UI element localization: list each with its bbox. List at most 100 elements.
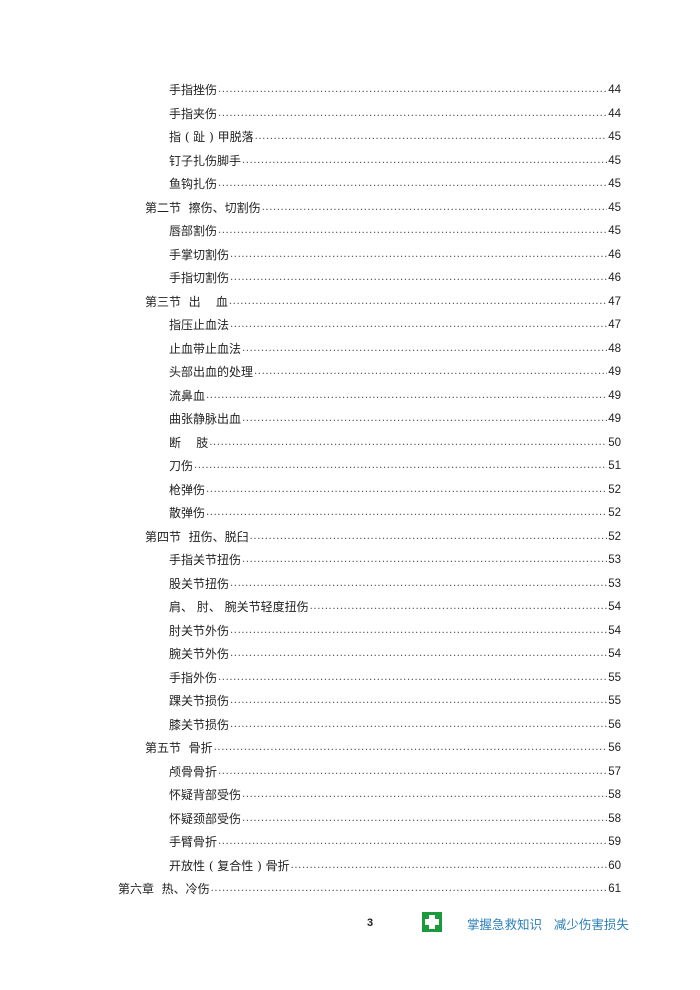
toc-entry-title: 开放性 ( 复合性 ) 骨折 — [169, 858, 290, 873]
toc-entry[interactable]: 肩、 肘、 腕关节轻度扭伤 54 — [169, 595, 621, 615]
toc-entry[interactable]: 股关节扭伤 53 — [169, 572, 621, 592]
toc-entry-page: 52 — [608, 507, 621, 519]
dot-leader — [218, 670, 607, 686]
toc-entry[interactable]: 止血带止血法 48 — [169, 337, 621, 357]
toc-entry[interactable]: 踝关节损伤 55 — [169, 689, 621, 709]
toc-entry-page: 47 — [608, 319, 621, 331]
toc-entry[interactable]: 开放性 ( 复合性 ) 骨折 60 — [169, 854, 621, 874]
dot-leader — [230, 317, 607, 333]
toc-entry-title: 流鼻血 — [169, 388, 206, 403]
toc-entry[interactable]: 怀疑颈部受伤 58 — [169, 807, 621, 827]
toc-entry-title: 第四节 扭伤、脱臼 — [145, 529, 249, 544]
first-aid-cross-icon — [422, 912, 442, 932]
toc-entry-page: 45 — [608, 225, 621, 237]
toc-entry[interactable]: 流鼻血 49 — [169, 384, 621, 404]
toc-entry-title: 第五节 骨折 — [145, 741, 213, 755]
toc-entry[interactable]: 手指挫伤 44 — [169, 78, 621, 98]
dot-leader — [255, 129, 608, 145]
toc-entry[interactable]: 枪弹伤 52 — [169, 478, 621, 498]
toc-entry[interactable]: 指 ( 趾 ) 甲脱落 45 — [169, 125, 621, 145]
dot-leader — [209, 435, 607, 451]
dot-leader — [242, 811, 607, 827]
toc-entry[interactable]: 手指切割伤 46 — [169, 266, 621, 286]
toc-entry-title: 手指外伤 — [169, 670, 218, 685]
toc-entry[interactable]: 手指关节扭伤 53 — [169, 548, 621, 568]
dot-leader — [230, 576, 607, 592]
toc-entry[interactable]: 手掌切割伤 46 — [169, 243, 621, 263]
toc-entry-title: 鱼钩扎伤 — [169, 177, 218, 191]
toc-entry[interactable]: 钉子扎伤脚手 45 — [169, 149, 621, 169]
toc-entry-title: 散弹伤 — [169, 506, 206, 520]
dot-leader — [230, 247, 607, 263]
toc-entry[interactable]: 手指外伤 55 — [169, 666, 621, 686]
toc-entry[interactable]: 第二节 擦伤、切割伤 45 — [145, 196, 621, 216]
toc-entry-page: 55 — [608, 671, 621, 684]
toc-entry-page: 52 — [608, 483, 621, 496]
toc-entry-page: 56 — [608, 718, 621, 731]
dot-leader — [218, 82, 607, 98]
dot-leader — [262, 200, 608, 216]
toc-entry[interactable]: 腕关节外伤 54 — [169, 642, 621, 662]
page-number: 3 — [367, 917, 374, 929]
toc-entry-page: 54 — [608, 648, 621, 660]
dot-leader — [310, 599, 608, 615]
toc-entry-page: 45 — [608, 201, 621, 214]
toc-entry[interactable]: 鱼钩扎伤 45 — [169, 172, 621, 192]
dot-leader — [242, 153, 607, 169]
toc-entry[interactable]: 第四节 扭伤、脱臼 52 — [145, 525, 621, 545]
toc-entry[interactable]: 第三节 出 血 47 — [145, 290, 621, 310]
dot-leader — [291, 858, 608, 874]
dot-leader — [218, 764, 607, 780]
toc-entry[interactable]: 第五节 骨折 56 — [145, 736, 621, 756]
toc-entry[interactable]: 头部出血的处理 49 — [169, 360, 621, 380]
toc-entry[interactable]: 刀伤 51 — [169, 454, 621, 474]
dot-leader — [250, 529, 608, 545]
toc-entry-page: 45 — [608, 154, 621, 167]
toc-entry[interactable]: 断 肢 50 — [169, 431, 621, 451]
toc-entry-title: 膝关节损伤 — [169, 717, 230, 732]
toc-entry-page: 49 — [608, 389, 621, 402]
toc-entry-title: 腕关节外伤 — [169, 647, 230, 661]
toc-entry-title: 刀伤 — [169, 459, 194, 473]
dot-leader — [206, 482, 607, 498]
dot-leader — [230, 646, 607, 662]
dot-leader — [229, 294, 607, 310]
dot-leader — [242, 552, 607, 568]
toc-entry[interactable]: 曲张静脉出血 49 — [169, 407, 621, 427]
toc-entry[interactable]: 怀疑背部受伤 58 — [169, 783, 621, 803]
toc-entry-page: 54 — [608, 624, 621, 637]
toc-entry-page: 49 — [608, 413, 621, 425]
toc-entry[interactable]: 手指夹伤 44 — [169, 102, 621, 122]
toc-entry[interactable]: 手臂骨折 59 — [169, 830, 621, 850]
dot-leader — [206, 388, 607, 404]
toc-entry-title: 指 ( 趾 ) 甲脱落 — [169, 130, 254, 144]
toc-entry-title: 断 肢 — [169, 435, 209, 450]
toc-entry-title: 枪弹伤 — [169, 482, 206, 497]
toc-entry-page: 44 — [608, 107, 621, 120]
toc-entry[interactable]: 散弹伤 52 — [169, 501, 621, 521]
toc-entry-page: 52 — [608, 530, 621, 543]
dot-leader — [211, 881, 608, 897]
toc-entry[interactable]: 肘关节外伤 54 — [169, 619, 621, 639]
toc-entry-page: 58 — [608, 789, 621, 801]
toc-entry[interactable]: 唇部割伤 45 — [169, 219, 621, 239]
toc-entry-title: 头部出血的处理 — [169, 365, 254, 379]
toc-entry-page: 45 — [608, 178, 621, 190]
toc-entry-title: 曲张静脉出血 — [169, 412, 242, 426]
toc-entry-page: 53 — [608, 554, 621, 566]
toc-entry-page: 46 — [608, 272, 621, 284]
toc-entry-page: 51 — [608, 460, 621, 472]
toc-entry-page: 46 — [608, 248, 621, 261]
toc-entry-title: 股关节扭伤 — [169, 576, 230, 591]
toc-entry-title: 手掌切割伤 — [169, 247, 230, 262]
toc-entry[interactable]: 指压止血法 47 — [169, 313, 621, 333]
footer-slogan: 掌握急救知识 减少伤害损失 — [467, 917, 629, 932]
toc-entry-title: 肩、 肘、 腕关节轻度扭伤 — [169, 600, 309, 614]
toc-entry-title: 唇部割伤 — [169, 224, 218, 238]
toc-entry-page: 53 — [608, 577, 621, 590]
toc-entry[interactable]: 颅骨骨折 57 — [169, 760, 621, 780]
toc-entry[interactable]: 膝关节损伤 56 — [169, 713, 621, 733]
toc-entry[interactable]: 第六章 热、冷伤 61 — [118, 877, 621, 897]
toc-entry-page: 50 — [608, 436, 621, 449]
toc-entry-page: 56 — [608, 742, 621, 754]
